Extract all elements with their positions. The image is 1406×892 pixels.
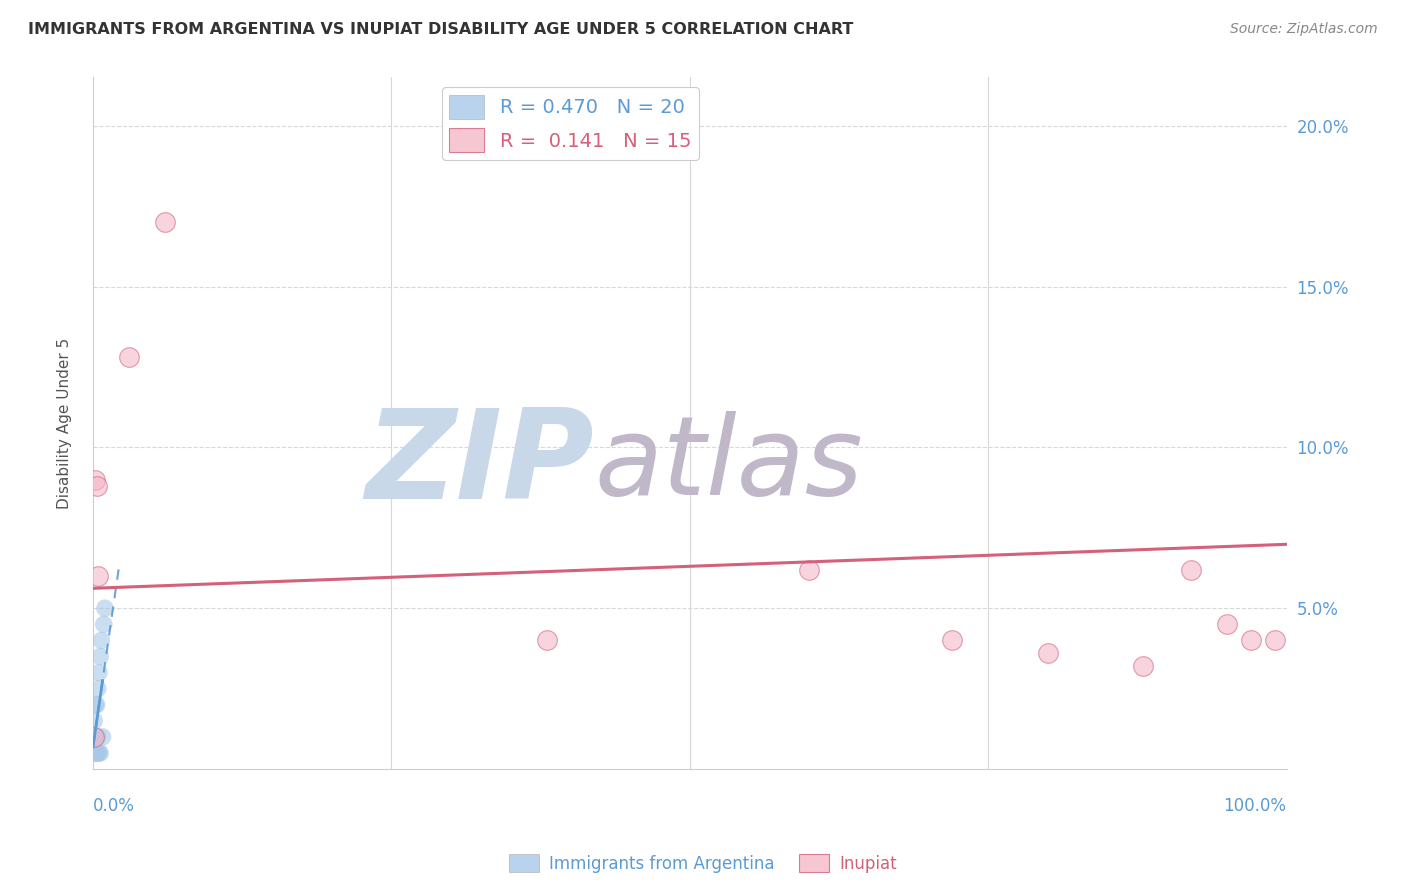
Point: [91, 730, 114, 744]
Point: [87, 746, 110, 760]
Legend: Immigrants from Argentina, Inupiat: Immigrants from Argentina, Inupiat: [502, 847, 904, 880]
Point: [90, 633, 112, 648]
Point: [1216, 617, 1239, 632]
Point: [84, 473, 107, 487]
Point: [83, 730, 105, 744]
Point: [118, 351, 141, 365]
Point: [94, 601, 117, 615]
Point: [86, 479, 108, 493]
Point: [86, 746, 108, 760]
Point: [87, 569, 110, 583]
Point: [83, 746, 105, 760]
Text: IMMIGRANTS FROM ARGENTINA VS INUPIAT DISABILITY AGE UNDER 5 CORRELATION CHART: IMMIGRANTS FROM ARGENTINA VS INUPIAT DIS…: [28, 22, 853, 37]
Point: [84, 698, 107, 712]
Point: [84, 746, 107, 760]
Point: [941, 633, 963, 648]
Point: [83, 714, 105, 728]
Point: [86, 698, 108, 712]
Point: [87, 746, 110, 760]
Point: [89, 746, 111, 760]
Point: [84, 730, 107, 744]
Point: [799, 563, 821, 577]
Point: [1264, 633, 1286, 648]
Point: [83, 730, 105, 744]
Point: [153, 215, 176, 229]
Legend: R = 0.470   N = 20, R =  0.141   N = 15: R = 0.470 N = 20, R = 0.141 N = 15: [441, 87, 699, 160]
Point: [87, 665, 110, 680]
Point: [1036, 646, 1059, 660]
Text: atlas: atlas: [595, 411, 863, 518]
Point: [86, 730, 108, 744]
Text: ZIP: ZIP: [366, 404, 595, 525]
Y-axis label: Disability Age Under 5: Disability Age Under 5: [58, 338, 72, 509]
Text: 100.0%: 100.0%: [1223, 797, 1286, 814]
Point: [89, 649, 111, 664]
Point: [87, 730, 110, 744]
Point: [1180, 563, 1202, 577]
Text: 0.0%: 0.0%: [93, 797, 135, 814]
Text: Source: ZipAtlas.com: Source: ZipAtlas.com: [1230, 22, 1378, 37]
Point: [1132, 659, 1154, 673]
Point: [536, 633, 558, 648]
Point: [1240, 633, 1263, 648]
Point: [87, 681, 110, 696]
Point: [93, 617, 115, 632]
